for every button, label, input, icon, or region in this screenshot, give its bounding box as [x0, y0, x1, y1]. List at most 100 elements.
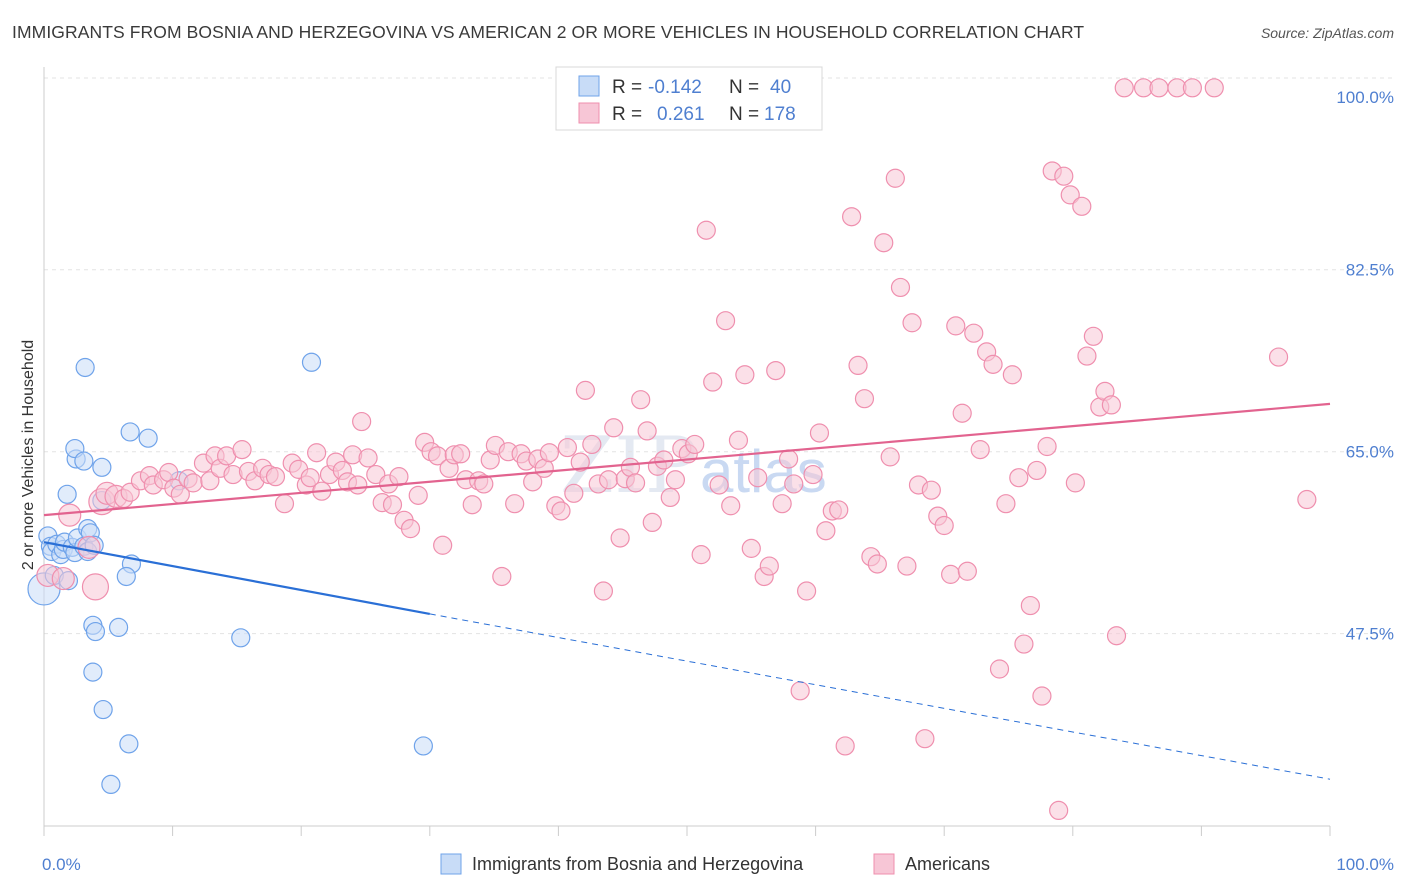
americans-point-156: [1032, 686, 1052, 706]
americans-point-177: [1297, 489, 1317, 510]
americans-point-104: [709, 475, 729, 495]
americans-point-141: [941, 564, 961, 584]
legend-r-label-1: R =: [612, 104, 642, 125]
bosnia-point-29: [301, 352, 322, 372]
americans-point-146: [970, 440, 990, 460]
bosnia-point-38: [413, 736, 433, 756]
americans-point-164: [1077, 346, 1097, 366]
americans-point-78: [557, 437, 578, 458]
y-tick-label-2: 65.0%: [1346, 443, 1394, 462]
americans-point-69: [505, 494, 525, 514]
americans-point-31: [274, 494, 295, 514]
americans-point-46: [366, 464, 386, 485]
americans-point-163: [1072, 196, 1092, 216]
americans-point-137: [915, 729, 935, 749]
bottom-legend-swatch-bosnia: [440, 853, 462, 875]
americans-point-138: [921, 480, 941, 500]
americans-point-106: [721, 496, 741, 516]
bosnia-point-22: [92, 457, 112, 477]
legend-r-value-0: -0.142: [648, 77, 702, 98]
americans-point-125: [842, 207, 862, 227]
americans-point-42: [343, 445, 363, 465]
americans-point-152: [1009, 468, 1029, 488]
americans-point-115: [778, 449, 799, 469]
legend-n-value-0: 40: [770, 77, 791, 98]
americans-point-165: [1083, 326, 1103, 346]
americans-point-130: [874, 233, 894, 253]
americans-point-101: [691, 545, 711, 565]
americans-point-107: [728, 430, 749, 450]
series-bosnia-points: [27, 352, 433, 795]
americans-point-134: [897, 556, 917, 576]
americans-point-170: [1114, 78, 1134, 98]
bosnia-point-27: [116, 566, 136, 587]
americans-point-133: [890, 277, 911, 298]
americans-point-155: [1027, 460, 1047, 481]
bosnia-point-20: [74, 451, 94, 471]
legend-swatch-americans: [578, 102, 600, 124]
americans-point-36: [307, 443, 327, 463]
americans-point-150: [996, 494, 1016, 514]
trendlines: [43, 402, 1331, 780]
americans-point-3: [77, 535, 101, 559]
americans-point-64: [474, 474, 494, 494]
americans-point-176: [1268, 347, 1289, 367]
americans-point-60: [451, 444, 471, 464]
americans-point-116: [784, 474, 804, 494]
americans-point-149: [989, 659, 1010, 679]
americans-point-105: [715, 311, 736, 331]
bosnia-point-32: [108, 617, 129, 638]
americans-point-127: [854, 389, 875, 409]
bottom-legend-label-bosnia: Immigrants from Bosnia and Herzegovina: [472, 854, 804, 874]
americans-point-135: [902, 313, 922, 333]
bosnia-point-25: [138, 428, 158, 448]
legend-n-label-0: N =: [729, 77, 759, 98]
americans-point-159: [1049, 800, 1069, 821]
americans-point-108: [735, 365, 755, 385]
americans-point-97: [665, 470, 686, 490]
americans-point-148: [983, 354, 1003, 374]
trendline-bosnia-dashed: [429, 613, 1331, 780]
y-tick-label-3: 47.5%: [1346, 625, 1394, 644]
americans-point-4: [81, 573, 110, 601]
americans-point-123: [829, 500, 849, 520]
bosnia-point-33: [83, 662, 103, 682]
legend-r-label-0: R =: [612, 77, 642, 98]
chart-title: IMMIGRANTS FROM BOSNIA AND HERZEGOVINA V…: [12, 22, 1085, 42]
americans-point-121: [816, 521, 836, 541]
americans-point-117: [790, 681, 810, 701]
bottom-legend-label-americans: Americans: [905, 854, 990, 874]
americans-point-81: [575, 380, 596, 400]
americans-point-91: [631, 390, 651, 410]
y-axis-label: 2 or more Vehicles in Household: [20, 340, 37, 570]
bosnia-point-21: [75, 357, 95, 378]
americans-point-112: [759, 556, 779, 576]
americans-point-100: [685, 434, 705, 455]
americans-point-118: [796, 581, 817, 601]
bosnia-point-24: [120, 422, 140, 442]
americans-point-53: [408, 485, 428, 505]
x-tick-labels: 0.0% 100.0%: [42, 855, 1394, 874]
americans-point-153: [1014, 634, 1034, 654]
americans-point-172: [1149, 78, 1169, 98]
americans-point-1: [51, 566, 75, 591]
trendline-americans: [43, 402, 1331, 517]
legend-n-value-1: 178: [764, 104, 796, 125]
americans-point-142: [946, 316, 966, 336]
americans-point-169: [1106, 626, 1127, 646]
americans-point-35: [300, 468, 320, 488]
x-tick-marks: [43, 826, 1331, 836]
bosnia-point-31: [85, 621, 106, 642]
bosnia-point-34: [93, 699, 113, 720]
americans-point-57: [433, 535, 453, 555]
y-tick-labels: 100.0% 82.5% 65.0% 47.5%: [1336, 88, 1394, 644]
americans-point-84: [593, 581, 614, 601]
americans-point-161: [1060, 185, 1080, 205]
americans-point-20: [200, 471, 220, 491]
americans-point-45: [358, 448, 378, 468]
americans-point-132: [885, 168, 905, 188]
americans-point-145: [964, 323, 984, 343]
americans-point-140: [934, 515, 954, 536]
americans-point-75: [539, 443, 559, 463]
